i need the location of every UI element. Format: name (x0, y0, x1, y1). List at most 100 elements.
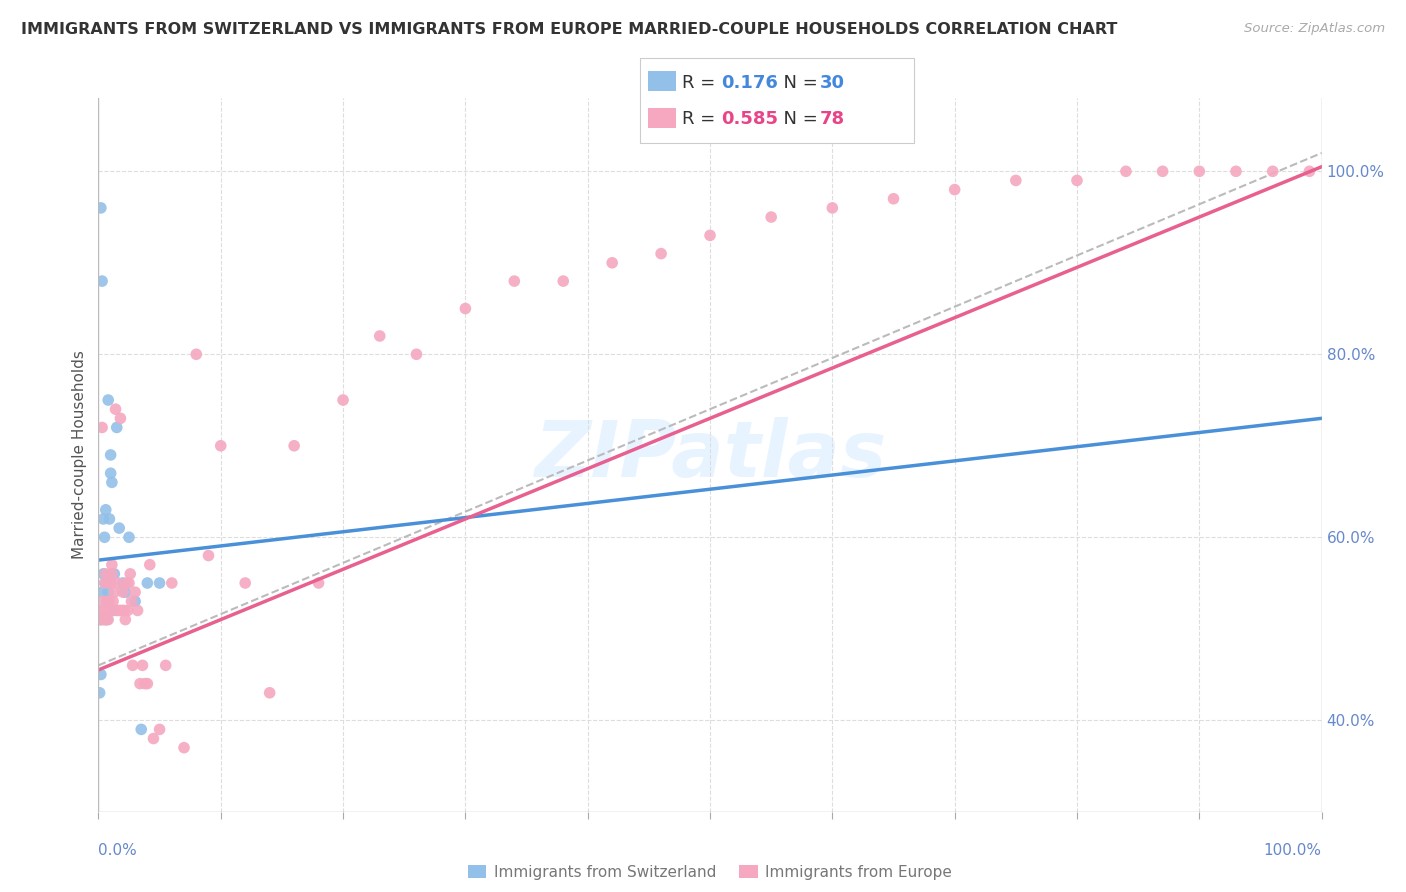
Point (173, 740, 195, 755)
Point (90, 201, 112, 215)
Point (368, 329, 391, 343)
Point (186, 347, 208, 361)
Point (114, 613, 136, 627)
Text: N =: N = (772, 74, 824, 92)
Point (209, 439, 232, 453)
Point (155, 658, 177, 673)
Point (101, 603, 124, 617)
Point (94, 503, 117, 517)
Point (100, 603, 122, 617)
Point (100, 448, 122, 462)
Point (103, 585, 125, 599)
Point (943, 183, 966, 197)
Point (91, 585, 114, 599)
Point (553, 274, 575, 288)
Point (100, 467, 122, 481)
Point (97, 603, 120, 617)
Point (94, 566, 117, 581)
Point (110, 411, 132, 425)
Text: N =: N = (772, 110, 824, 128)
Point (1188, 164, 1211, 178)
Point (94, 613, 117, 627)
Point (93, 576, 115, 591)
Point (96, 594, 118, 608)
Text: R =: R = (682, 110, 721, 128)
Point (93, 613, 115, 627)
Point (91, 512, 114, 526)
Point (821, 201, 844, 215)
Text: ZIPatlas: ZIPatlas (534, 417, 886, 493)
Point (149, 723, 172, 737)
Point (90, 603, 112, 617)
Point (1004, 173, 1026, 187)
Point (160, 576, 183, 591)
Point (97, 613, 120, 627)
Point (118, 530, 141, 544)
Point (101, 566, 124, 581)
Point (98, 576, 121, 591)
Point (1261, 164, 1284, 178)
Point (308, 576, 330, 591)
Point (111, 603, 134, 617)
Point (259, 686, 281, 700)
Point (883, 192, 905, 206)
Point (139, 558, 162, 572)
Point (600, 256, 623, 270)
Point (108, 521, 131, 535)
Point (96, 594, 118, 608)
Point (142, 731, 165, 746)
Point (136, 676, 159, 690)
Point (129, 676, 152, 690)
Point (91, 566, 114, 581)
Point (405, 347, 427, 361)
Point (117, 603, 139, 617)
Point (103, 566, 125, 581)
Y-axis label: Married-couple Households: Married-couple Households (72, 351, 87, 559)
Point (111, 585, 134, 599)
Point (97, 392, 120, 407)
Point (1066, 173, 1088, 187)
Point (131, 658, 153, 673)
Point (94, 576, 117, 591)
Point (91, 274, 114, 288)
Point (121, 658, 143, 673)
Text: IMMIGRANTS FROM SWITZERLAND VS IMMIGRANTS FROM EUROPE MARRIED-COUPLE HOUSEHOLDS : IMMIGRANTS FROM SWITZERLAND VS IMMIGRANT… (21, 22, 1118, 37)
Point (129, 723, 152, 737)
Point (120, 594, 142, 608)
Point (1225, 164, 1247, 178)
Point (111, 576, 134, 591)
Point (91, 420, 114, 434)
Point (91, 594, 114, 608)
Point (91, 613, 114, 627)
Point (105, 603, 128, 617)
Point (454, 301, 477, 316)
Point (90, 667, 112, 681)
Point (136, 576, 159, 591)
Point (699, 228, 721, 243)
Point (97, 585, 120, 599)
Text: 100.0%: 100.0% (1264, 843, 1322, 858)
Point (89, 686, 111, 700)
Point (89, 613, 111, 627)
Text: 78: 78 (820, 110, 845, 128)
Point (96, 613, 118, 627)
Point (149, 576, 172, 591)
Point (112, 603, 135, 617)
Point (98, 512, 121, 526)
Point (650, 246, 672, 260)
Point (101, 475, 124, 490)
Point (118, 576, 141, 591)
Point (104, 402, 127, 417)
Point (1298, 164, 1320, 178)
Text: 0.176: 0.176 (721, 74, 778, 92)
Point (108, 603, 131, 617)
Legend: Immigrants from Switzerland, Immigrants from Europe: Immigrants from Switzerland, Immigrants … (461, 859, 959, 886)
Point (90, 613, 112, 627)
Point (124, 594, 146, 608)
Point (107, 576, 129, 591)
Text: Source: ZipAtlas.com: Source: ZipAtlas.com (1244, 22, 1385, 36)
Point (96, 603, 118, 617)
Point (93, 603, 115, 617)
Point (761, 210, 783, 224)
Point (134, 676, 156, 690)
